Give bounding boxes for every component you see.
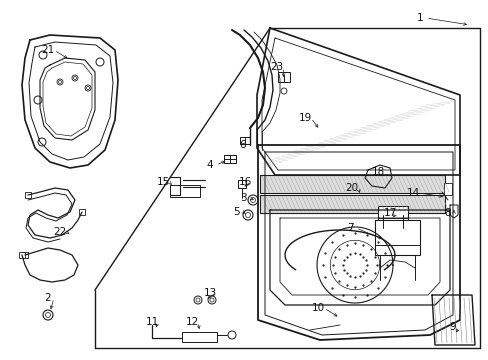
Text: 3: 3 [239,193,246,203]
Bar [25,192,31,198]
Bar [278,72,289,82]
Text: 13: 13 [203,288,216,298]
Text: 12: 12 [185,317,198,327]
Bar [170,185,200,197]
Text: 16: 16 [238,177,251,187]
Text: 22: 22 [53,227,66,237]
Text: 21: 21 [41,45,55,55]
Text: 18: 18 [370,167,384,177]
Text: 23: 23 [270,62,283,72]
Bar [443,183,451,195]
Text: 8: 8 [444,208,450,218]
Bar [238,180,245,188]
Bar [182,332,217,342]
Text: 7: 7 [346,223,353,233]
Bar [19,252,25,258]
Bar [240,137,249,144]
Text: 10: 10 [311,303,324,313]
Text: 20: 20 [345,183,358,193]
Text: 14: 14 [406,188,419,198]
Bar [377,206,407,228]
Bar [22,252,28,258]
Bar [374,220,419,255]
Text: 6: 6 [239,140,246,150]
Bar [260,175,444,193]
Text: 17: 17 [383,208,396,218]
Text: 5: 5 [233,207,240,217]
Text: 11: 11 [145,317,158,327]
Bar [224,155,236,163]
Bar [260,195,444,213]
Text: 19: 19 [298,113,311,123]
Text: 2: 2 [44,293,51,303]
Bar [79,209,85,215]
Text: 15: 15 [156,177,169,187]
Text: 4: 4 [206,160,213,170]
Text: 9: 9 [449,322,455,332]
Text: 1: 1 [416,13,423,23]
